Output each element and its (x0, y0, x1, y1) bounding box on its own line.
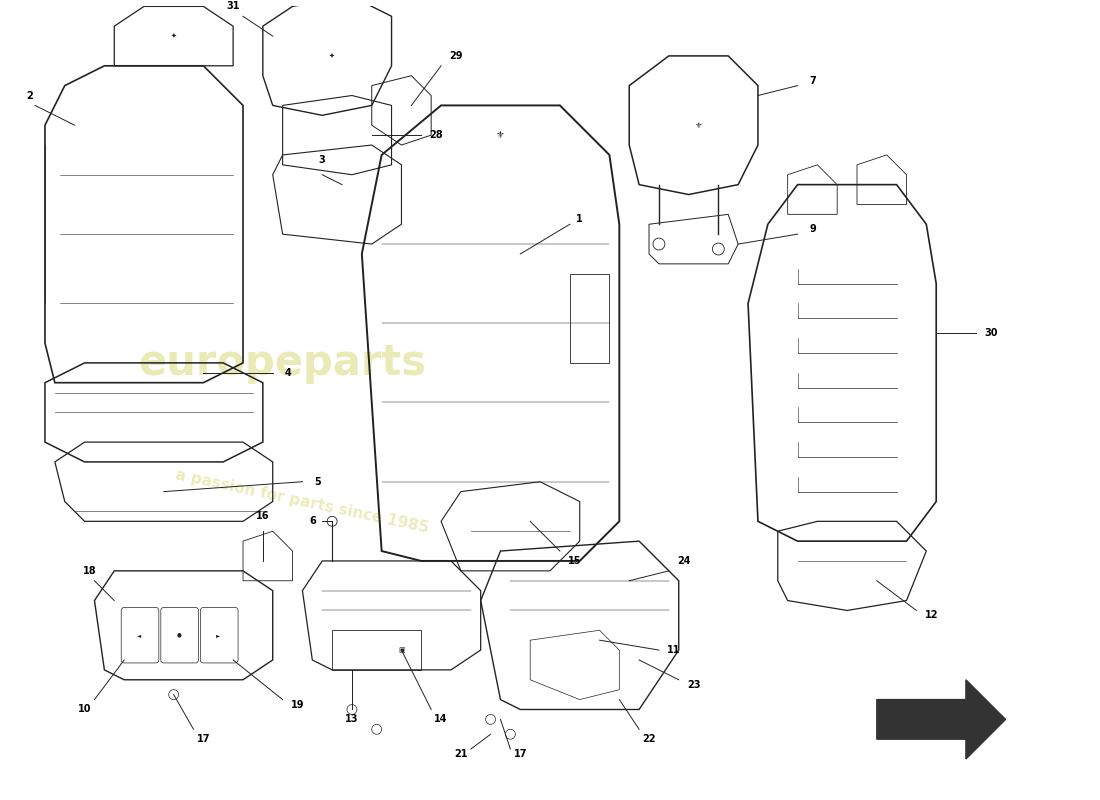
Text: 15: 15 (568, 556, 582, 566)
Text: ◄: ◄ (136, 633, 141, 638)
Text: 17: 17 (514, 749, 527, 759)
Text: 3: 3 (319, 155, 326, 165)
Text: 24: 24 (676, 556, 691, 566)
Text: ▣: ▣ (398, 647, 405, 653)
Text: 21: 21 (454, 749, 467, 759)
Text: 18: 18 (82, 566, 97, 576)
Text: 7: 7 (808, 76, 816, 86)
Text: 16: 16 (256, 511, 270, 522)
Text: europeparts: europeparts (139, 342, 427, 384)
Text: 2: 2 (26, 90, 33, 101)
Text: 11: 11 (667, 645, 681, 655)
Text: 31: 31 (227, 2, 240, 11)
Polygon shape (877, 680, 1005, 759)
Text: ⚜: ⚜ (695, 121, 702, 130)
Text: 17: 17 (197, 734, 210, 744)
Text: 29: 29 (449, 51, 463, 61)
Text: 4: 4 (284, 368, 292, 378)
Text: 6: 6 (309, 516, 316, 526)
Text: 5: 5 (314, 477, 321, 486)
Text: 13: 13 (345, 714, 359, 724)
Text: 28: 28 (429, 130, 443, 140)
Text: a passion for parts since 1985: a passion for parts since 1985 (175, 467, 430, 536)
Text: 19: 19 (290, 699, 305, 710)
Text: 10: 10 (78, 705, 91, 714)
Text: 9: 9 (808, 224, 816, 234)
Text: ►: ► (216, 633, 220, 638)
Text: 12: 12 (924, 610, 938, 621)
Text: 1: 1 (576, 214, 583, 224)
Text: 30: 30 (983, 328, 998, 338)
Text: ●: ● (176, 633, 182, 638)
Text: ⚜: ⚜ (496, 130, 505, 140)
Text: ✦: ✦ (170, 33, 177, 39)
Text: ✦: ✦ (329, 53, 336, 59)
Text: 14: 14 (434, 714, 448, 724)
Text: 22: 22 (642, 734, 656, 744)
Text: 23: 23 (686, 680, 701, 690)
